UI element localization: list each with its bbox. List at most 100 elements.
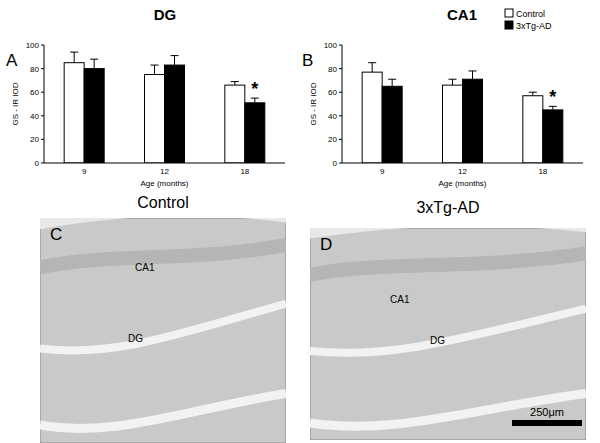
y-tick: [339, 45, 342, 46]
error-cap: [70, 52, 78, 53]
plot-marks: [64, 52, 265, 163]
image-title: 3xTg-AD: [416, 199, 479, 216]
micrograph-panel: ControlCCA1DG: [40, 194, 286, 443]
y-tick-label: 100: [26, 41, 40, 50]
x-axis: [342, 163, 583, 164]
image-texture: [310, 228, 586, 239]
panel-letter: C: [50, 225, 62, 244]
legend-swatch: [505, 9, 513, 17]
y-tick: [339, 163, 342, 164]
error-cap: [151, 65, 159, 66]
error-cap: [368, 62, 376, 63]
error-bar: [94, 59, 95, 68]
y-tick-label: 80: [328, 65, 337, 74]
chart: ADG02040608010091218Age (months)GS - IR …: [6, 6, 285, 188]
y-tick: [41, 163, 44, 164]
y-tick: [41, 115, 44, 116]
x-axis-label: Age (months): [140, 179, 188, 188]
plot-marks: [362, 63, 563, 163]
error-cap: [469, 70, 477, 71]
x-tick-label: 18: [538, 167, 547, 176]
y-tick-label: 20: [328, 135, 337, 144]
region-label: CA1: [390, 294, 410, 305]
y-axis-label: GS - IR IOD: [309, 82, 318, 125]
scale-bar: [512, 420, 582, 426]
y-tick-label: 100: [324, 41, 338, 50]
legend-label: 3xTg-AD: [516, 21, 552, 31]
bar: [382, 86, 402, 163]
y-tick-label: 0: [333, 159, 338, 168]
image-texture: [310, 309, 586, 353]
error-cap: [388, 79, 396, 80]
region-label: CA1: [135, 262, 155, 273]
error-bar: [392, 79, 393, 86]
panel-letter: B: [302, 51, 313, 70]
bar: [64, 63, 84, 163]
x-tick-label: 9: [380, 167, 385, 176]
error-cap: [90, 59, 98, 60]
image-background: [310, 228, 586, 440]
background: [0, 0, 600, 443]
legend-swatch: [505, 21, 513, 29]
y-tick-label: 80: [30, 65, 39, 74]
bar: [245, 103, 265, 163]
chart-title: DG: [154, 6, 177, 23]
error-bar: [154, 65, 155, 74]
error-bar: [372, 63, 373, 72]
bar: [145, 75, 165, 164]
error-bar: [532, 92, 533, 96]
error-cap: [231, 81, 239, 82]
y-tick-label: 0: [35, 159, 40, 168]
y-tick: [41, 92, 44, 93]
error-bar: [234, 82, 235, 86]
x-axis: [44, 163, 285, 164]
y-tick-label: 40: [328, 112, 337, 121]
y-tick-label: 40: [30, 112, 39, 121]
x-tick-label: 12: [458, 167, 467, 176]
bar: [463, 79, 483, 163]
error-bar: [452, 79, 453, 85]
y-tick-label: 60: [30, 88, 39, 97]
panel-letter: A: [6, 51, 18, 70]
micrograph-panel: 3xTg-AD D CA1 DG 250μm: [310, 199, 586, 440]
error-cap: [449, 79, 457, 80]
y-tick: [339, 68, 342, 69]
y-tick: [339, 92, 342, 93]
error-cap: [529, 92, 537, 93]
y-axis-label: GS - IR IOD: [11, 82, 20, 125]
x-tick-label: 18: [240, 167, 249, 176]
chart-title: CA1: [447, 6, 477, 23]
figure: A DG 0 20 40 60 80 100 9 12 18 Age (months) GS - IR …: [0, 0, 600, 443]
error-cap: [171, 55, 179, 56]
panel-letter: D: [320, 235, 332, 254]
y-tick: [41, 68, 44, 69]
y-tick-label: 20: [30, 135, 39, 144]
y-axis: [342, 45, 343, 163]
bar: [543, 110, 563, 163]
region-label: DG: [430, 335, 445, 346]
image-texture: [40, 394, 286, 429]
error-bar: [174, 56, 175, 65]
bar: [225, 85, 245, 163]
bar: [523, 96, 543, 163]
y-tick: [339, 115, 342, 116]
annotation: *: [549, 87, 556, 107]
error-bar: [74, 52, 75, 63]
micrograph: [310, 228, 586, 440]
image-texture: [310, 393, 586, 426]
image-background: [40, 218, 286, 443]
y-tick: [41, 139, 44, 140]
annotation: *: [251, 79, 258, 99]
scale-bar-label: 250μm: [530, 406, 564, 418]
image-texture: [310, 253, 586, 274]
image-title: Control: [137, 194, 189, 211]
y-tick: [41, 45, 44, 46]
image-texture: [40, 218, 286, 229]
x-tick-label: 9: [82, 167, 87, 176]
chart: B CA1 0 20 40 60 80 100 9 12 18 Age (months) GS - IR…: [302, 6, 583, 188]
y-axis: [44, 45, 45, 163]
x-axis-label: Age (months): [438, 179, 486, 188]
bar: [362, 72, 382, 163]
bar: [165, 65, 185, 163]
y-tick-label: 60: [328, 88, 337, 97]
